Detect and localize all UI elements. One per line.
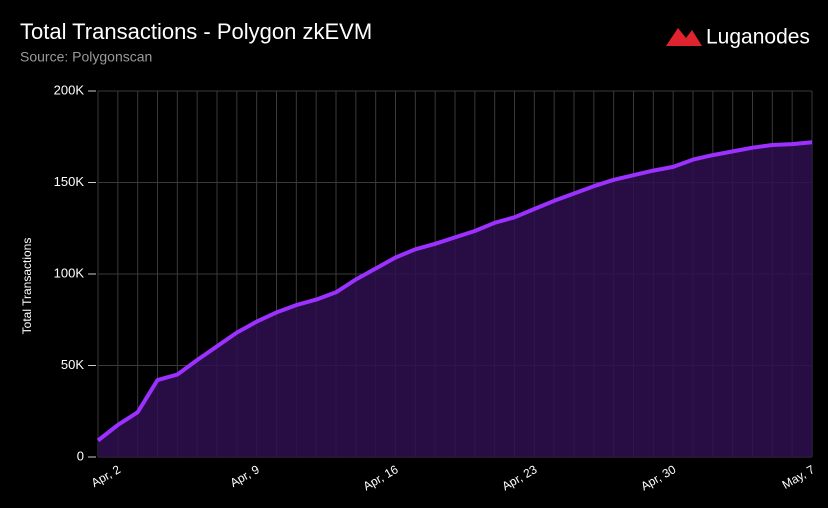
brand-logo: Luganodes	[666, 26, 810, 49]
y-tick-label: 0	[77, 448, 84, 463]
y-tick-label: 100K	[54, 265, 85, 280]
brand-name: Luganodes	[706, 26, 810, 49]
y-axis-label: Total Transactions	[20, 238, 34, 335]
chart-subtitle: Source: Polygonscan	[20, 49, 152, 65]
y-tick-label: 150K	[54, 174, 85, 189]
y-tick-label: 200K	[54, 82, 85, 97]
y-tick-label: 50K	[61, 357, 84, 372]
area-fill	[98, 142, 812, 457]
series-line	[96, 140, 813, 443]
chart-title: Total Transactions - Polygon zkEVM	[20, 19, 372, 44]
logo-icon	[666, 28, 702, 46]
